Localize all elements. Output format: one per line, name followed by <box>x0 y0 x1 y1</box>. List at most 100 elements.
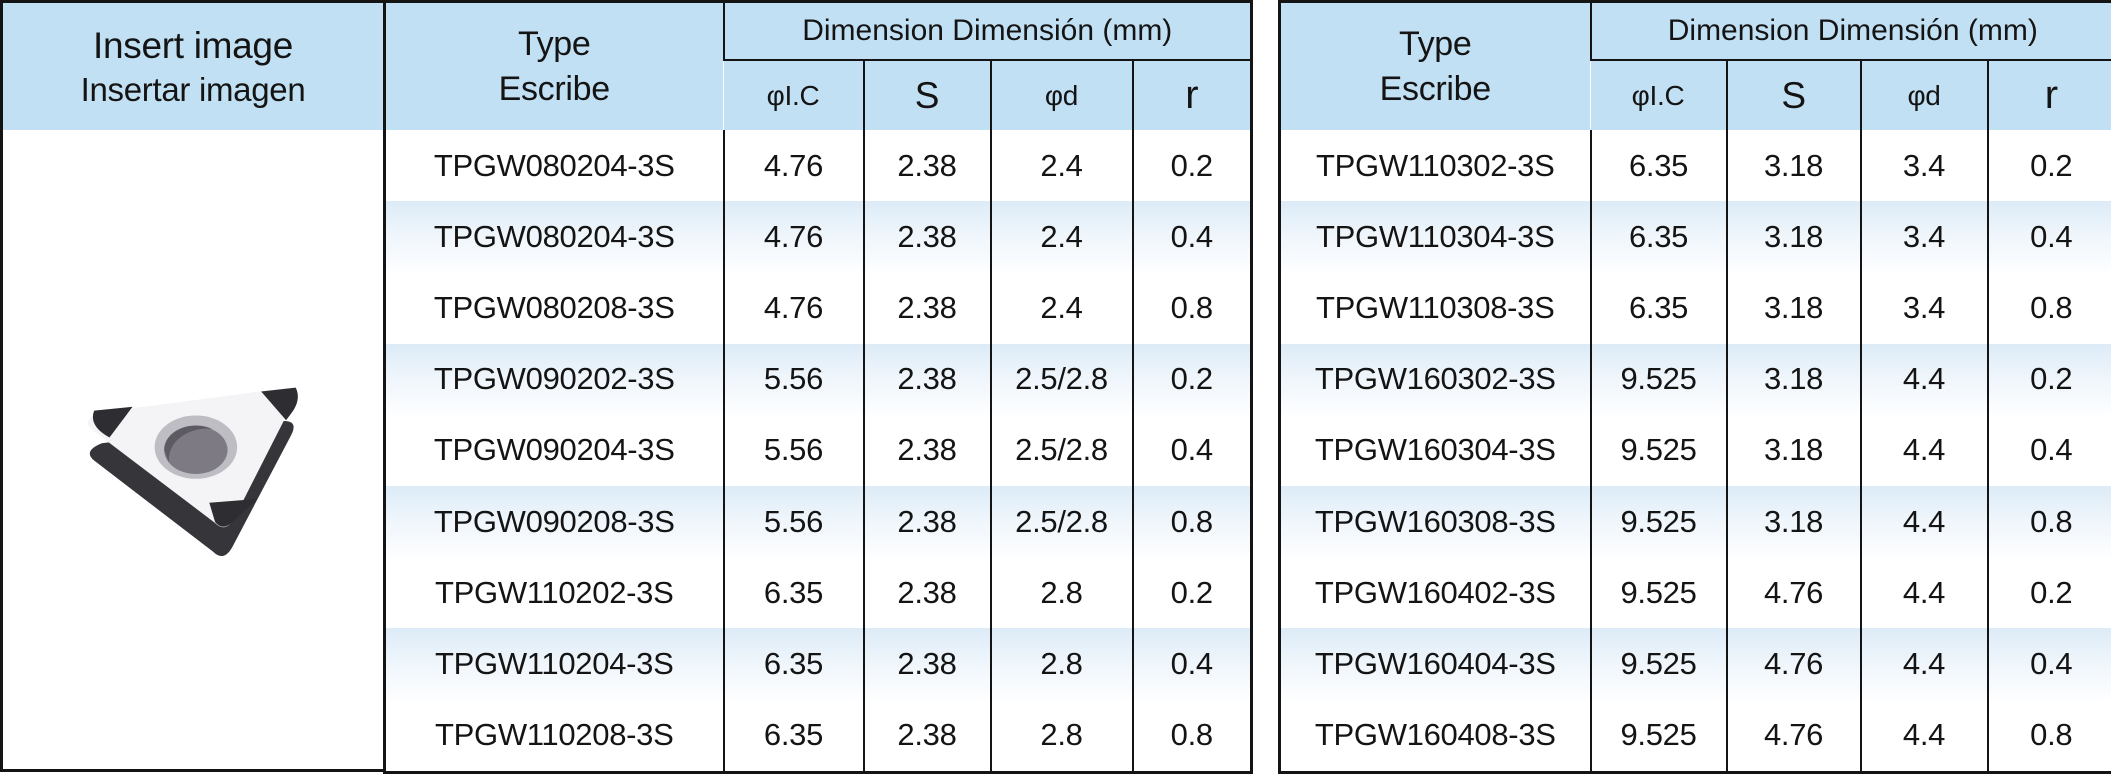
table-row: TPGW160302-3S 9.525 3.18 4.4 0.2 <box>1279 343 2111 415</box>
dimension-value-cell: 2.5/2.8 <box>989 343 1133 415</box>
dimension-value-cell: 0.2 <box>1131 343 1252 415</box>
type-header-en: Type <box>1399 25 1472 64</box>
col-header-thickness: S <box>1725 60 1861 130</box>
dimension-value-cell: 2.8 <box>989 557 1133 629</box>
dimension-value-cell: 0.8 <box>1986 699 2111 773</box>
type-header-es: Escribe <box>1379 69 1492 108</box>
dimension-group-header: Dimension Dimensión (mm) <box>722 1 1252 61</box>
type-cell: TPGW110204-3S <box>384 628 724 700</box>
type-cell: TPGW110304-3S <box>1279 201 1591 273</box>
dimension-value-cell: 3.18 <box>1725 130 1861 202</box>
type-column-header: Type Escribe <box>384 1 724 130</box>
type-cell: TPGW080204-3S <box>384 130 724 202</box>
spec-table-right: Type Escribe Dimension Dimensión (mm) φI… <box>1278 0 2111 774</box>
dimension-value-cell: 6.35 <box>722 557 864 629</box>
col-header-corner-radius: r <box>1986 60 2111 130</box>
insert-image-panel: Insert image Insertar imagen <box>0 0 383 772</box>
dimension-value-cell: 4.76 <box>722 201 864 273</box>
dimension-value-cell: 9.525 <box>1589 343 1727 415</box>
dimension-value-cell: 0.8 <box>1131 272 1252 344</box>
type-cell: TPGW080204-3S <box>384 201 724 273</box>
table-row: TPGW160404-3S 9.525 4.76 4.4 0.4 <box>1279 628 2111 700</box>
dimension-value-cell: 4.4 <box>1859 414 1988 486</box>
dimension-value-cell: 0.4 <box>1986 201 2111 273</box>
dimension-value-cell: 0.4 <box>1131 414 1252 486</box>
insert-image-header-en: Insert image <box>93 24 293 66</box>
dimension-value-cell: 0.2 <box>1986 557 2111 629</box>
insert-image-header-es: Insertar imagen <box>80 71 306 109</box>
type-cell: TPGW090204-3S <box>384 414 724 486</box>
dimension-value-cell: 2.4 <box>989 130 1133 202</box>
dimension-value-cell: 2.38 <box>862 557 991 629</box>
table-row: TPGW080208-3S 4.76 2.38 2.4 0.8 <box>384 272 1252 344</box>
dimension-value-cell: 4.76 <box>722 272 864 344</box>
type-header-en: Type <box>517 25 591 64</box>
col-header-hole-diameter: φd <box>989 60 1133 130</box>
type-cell: TPGW110202-3S <box>384 557 724 629</box>
type-cell: TPGW110302-3S <box>1279 130 1591 202</box>
spec-table-left: Type Escribe Dimension Dimensión (mm) φI… <box>383 0 1254 774</box>
dimension-value-cell: 4.76 <box>1725 557 1861 629</box>
type-cell: TPGW160302-3S <box>1279 343 1591 415</box>
dimension-value-cell: 2.5/2.8 <box>989 485 1133 558</box>
dimension-value-cell: 0.8 <box>1131 699 1252 773</box>
dimension-value-cell: 3.18 <box>1725 201 1861 273</box>
dimension-value-cell: 6.35 <box>722 699 864 773</box>
type-column-header: Type Escribe <box>1279 1 1591 130</box>
dimension-value-cell: 2.38 <box>862 201 991 273</box>
spec-table-right-body: TPGW110302-3S 6.35 3.18 3.4 0.2 TPGW110304-3S… <box>1279 130 2111 773</box>
dimension-value-cell: 2.38 <box>862 414 991 486</box>
table-row: TPGW110208-3S 6.35 2.38 2.8 0.8 <box>384 699 1252 773</box>
dimension-value-cell: 2.5/2.8 <box>989 414 1133 486</box>
type-cell: TPGW090208-3S <box>384 485 724 558</box>
table-row: TPGW160304-3S 9.525 3.18 4.4 0.4 <box>1279 414 2111 486</box>
table-row: TPGW090204-3S 5.56 2.38 2.5/2.8 0.4 <box>384 414 1252 486</box>
dimension-value-cell: 3.18 <box>1725 485 1861 558</box>
table-row: TPGW110204-3S 6.35 2.38 2.8 0.4 <box>384 628 1252 700</box>
dimension-value-cell: 2.38 <box>862 628 991 700</box>
dimension-value-cell: 2.38 <box>862 130 991 202</box>
dimension-value-cell: 0.2 <box>1986 343 2111 415</box>
dimension-value-cell: 6.35 <box>1589 201 1727 273</box>
type-cell: TPGW090202-3S <box>384 343 724 415</box>
table-row: TPGW110202-3S 6.35 2.38 2.8 0.2 <box>384 557 1252 629</box>
dimension-value-cell: 0.2 <box>1131 557 1252 629</box>
dimension-value-cell: 0.8 <box>1131 485 1252 558</box>
dimension-value-cell: 0.8 <box>1986 485 2111 558</box>
col-header-inscribed-circle: φI.C <box>1590 60 1727 130</box>
type-cell: TPGW110308-3S <box>1279 272 1591 344</box>
dimension-value-cell: 4.76 <box>722 130 864 202</box>
col-header-inscribed-circle: φI.C <box>723 60 864 130</box>
dimension-value-cell: 2.38 <box>862 699 991 773</box>
dimension-value-cell: 2.38 <box>862 343 991 415</box>
col-header-thickness: S <box>862 60 991 130</box>
table-row: TPGW110308-3S 6.35 3.18 3.4 0.8 <box>1279 272 2111 344</box>
dimension-value-cell: 0.4 <box>1131 628 1252 700</box>
dimension-value-cell: 3.18 <box>1725 414 1861 486</box>
dimension-value-cell: 4.4 <box>1859 699 1988 773</box>
type-header-es: Escribe <box>498 69 611 108</box>
dimension-value-cell: 2.4 <box>989 201 1133 273</box>
dimension-value-cell: 4.76 <box>1725 699 1861 773</box>
dimension-value-cell: 3.18 <box>1725 343 1861 415</box>
dimension-value-cell: 2.8 <box>989 699 1133 773</box>
insert-image-cell <box>3 130 383 769</box>
dimension-value-cell: 5.56 <box>722 343 864 415</box>
dimension-value-cell: 0.4 <box>1986 628 2111 700</box>
table-row: TPGW110304-3S 6.35 3.18 3.4 0.4 <box>1279 201 2111 273</box>
dimension-value-cell: 4.4 <box>1859 557 1988 629</box>
dimension-value-cell: 2.4 <box>989 272 1133 344</box>
col-header-corner-radius: r <box>1131 60 1252 130</box>
type-cell: TPGW160408-3S <box>1279 699 1591 773</box>
type-cell: TPGW160402-3S <box>1279 557 1591 629</box>
dimension-value-cell: 2.8 <box>989 628 1133 700</box>
dimension-value-cell: 6.35 <box>1589 130 1727 202</box>
dimension-value-cell: 2.38 <box>862 272 991 344</box>
dimension-value-cell: 9.525 <box>1589 628 1727 700</box>
type-cell: TPGW160304-3S <box>1279 414 1591 486</box>
dimension-value-cell: 4.4 <box>1859 628 1988 700</box>
dimension-value-cell: 4.4 <box>1859 343 1988 415</box>
type-cell: TPGW080208-3S <box>384 272 724 344</box>
dimension-group-header: Dimension Dimensión (mm) <box>1589 1 2111 61</box>
